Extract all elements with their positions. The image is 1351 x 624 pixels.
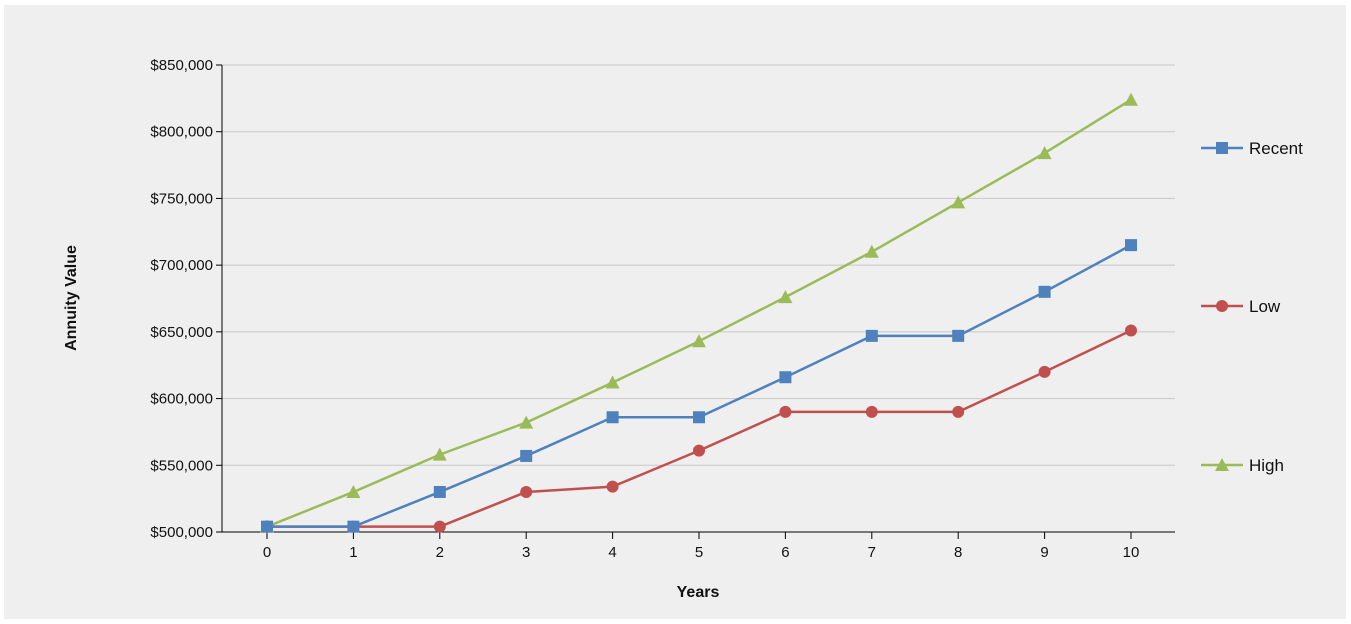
data-point-high (1124, 92, 1138, 106)
data-point-recent (1125, 239, 1137, 252)
x-tick-label: 5 (695, 544, 703, 561)
x-tick-labels: 0 1 2 3 4 5 6 7 8 9 10 (263, 544, 1140, 561)
data-point-high (519, 415, 534, 429)
data-point-high (778, 290, 793, 304)
x-tick-label: 0 (263, 544, 271, 561)
y-tick-labels: $500,000 $550,000 $600,000 $650,000 $700,000… (150, 57, 213, 541)
x-tick-label: 6 (781, 544, 789, 561)
legend-marker-recent (1216, 142, 1228, 154)
data-point-low (865, 405, 878, 418)
data-series (260, 92, 1138, 533)
data-point-high (864, 244, 879, 258)
y-axis-title: Annuity Value (63, 245, 80, 351)
legend-label-recent: Recent (1249, 139, 1303, 158)
gridlines (222, 64, 1175, 466)
data-point-recent (1038, 285, 1051, 298)
x-axis-title: Years (677, 584, 720, 601)
axes (216, 64, 1175, 539)
y-tick-label: $750,000 (150, 190, 213, 207)
data-point-high (1037, 146, 1052, 160)
y-tick-label: $550,000 (150, 457, 213, 474)
data-point-recent (779, 371, 792, 384)
y-tick-label: $600,000 (150, 391, 213, 408)
data-point-low (1125, 324, 1137, 337)
data-point-low (433, 520, 446, 533)
series-line-recent (267, 244, 1132, 528)
data-point-high (951, 195, 966, 209)
data-point-low (693, 444, 705, 457)
data-point-recent (952, 329, 965, 342)
legend: Recent Low High (1201, 139, 1303, 475)
x-tick-label: 4 (608, 544, 616, 561)
x-tick-label: 2 (436, 544, 444, 561)
data-point-low (606, 480, 619, 493)
data-point-low (520, 485, 533, 498)
data-point-high (432, 447, 447, 461)
data-point-recent (693, 411, 705, 424)
data-point-recent (347, 520, 360, 533)
y-tick-label: $650,000 (150, 324, 213, 341)
x-tick-label: 10 (1123, 544, 1140, 561)
y-tick-label: $500,000 (150, 524, 213, 541)
y-tick-label: $700,000 (150, 257, 213, 274)
x-tick-label: 9 (1040, 544, 1048, 561)
x-tick-label: 8 (954, 544, 962, 561)
data-point-high (692, 334, 706, 348)
legend-marker-low (1216, 300, 1228, 312)
legend-label-low: Low (1249, 297, 1281, 316)
data-point-high (605, 375, 620, 389)
data-point-recent (606, 411, 619, 424)
x-tick-label: 3 (522, 544, 530, 561)
data-point-low (952, 405, 965, 418)
data-point-low (779, 405, 792, 418)
legend-label-high: High (1249, 456, 1284, 475)
y-tick-label: $850,000 (150, 57, 213, 74)
chart-background (4, 5, 1346, 619)
x-tick-label: 1 (349, 544, 357, 561)
data-point-recent (261, 520, 273, 533)
data-point-high (346, 484, 361, 498)
legend-marker-high (1215, 458, 1229, 471)
data-point-low (1038, 365, 1051, 378)
data-point-recent (865, 329, 878, 342)
data-point-recent (433, 485, 446, 498)
data-point-recent (520, 449, 533, 462)
x-tick-label: 7 (868, 544, 876, 561)
series-line-low (267, 329, 1132, 528)
y-tick-label: $800,000 (150, 124, 213, 141)
